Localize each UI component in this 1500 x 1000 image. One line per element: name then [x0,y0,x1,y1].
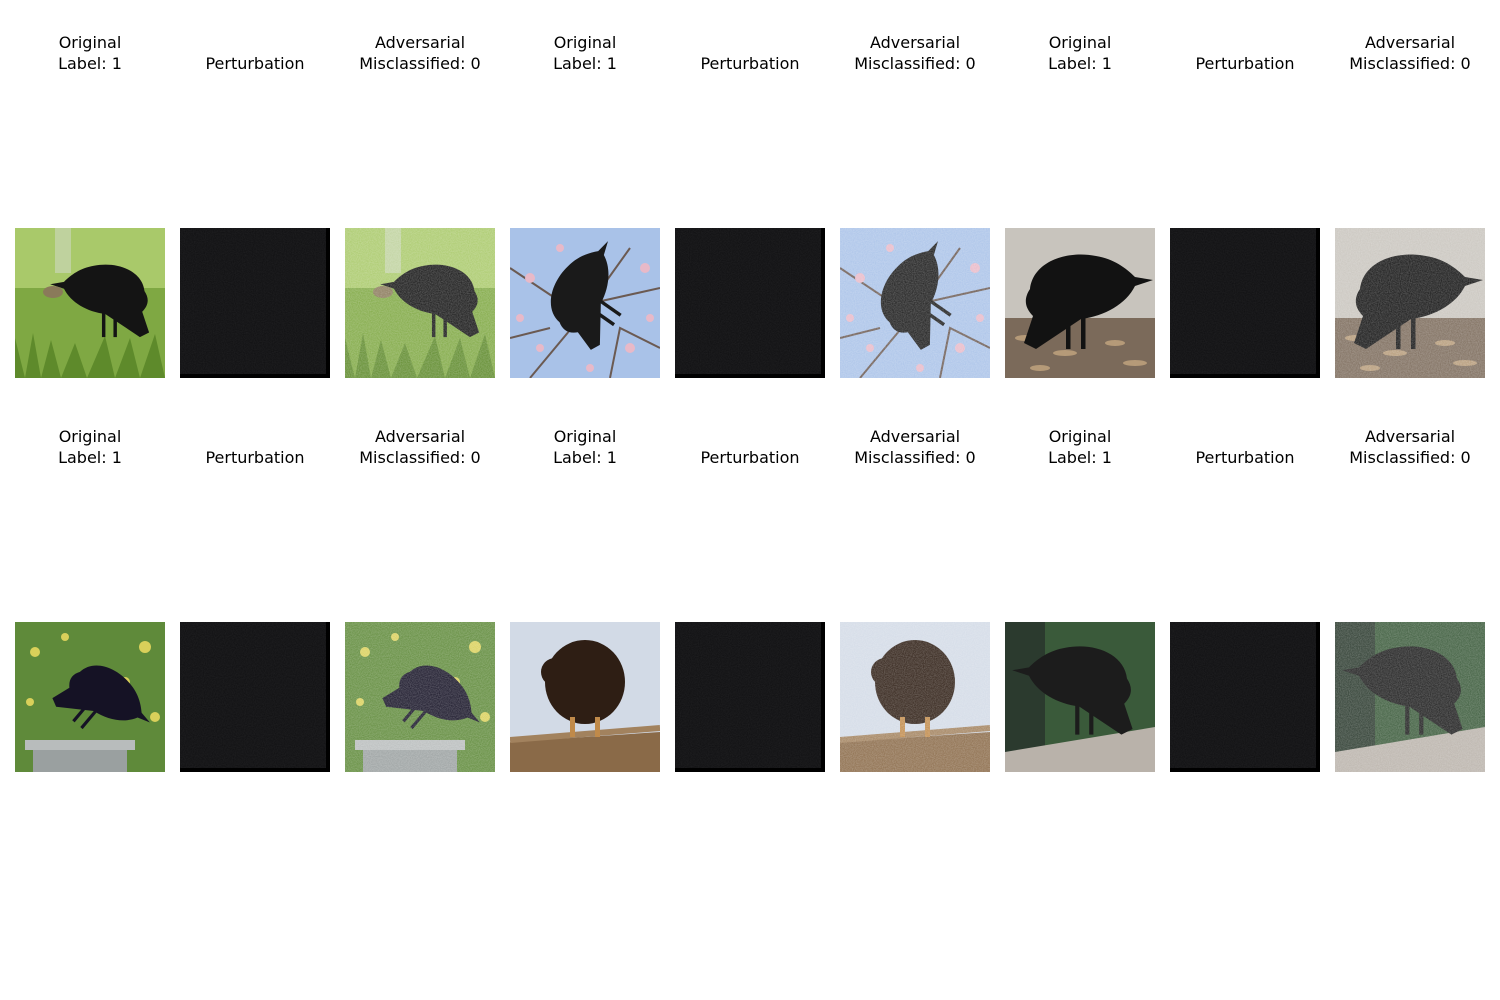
panel-title: Original Label: 1 [58,427,122,467]
adversarial-image [1335,228,1485,378]
perturbation-image [675,622,825,772]
perturbation-image [180,228,330,378]
perturbation-image [1170,622,1320,772]
panel-title: Original Label: 1 [58,33,122,73]
panel-title: Perturbation [205,448,305,467]
perturbation-image [675,228,825,378]
original-image [510,622,660,772]
panel-title: Original Label: 1 [553,427,617,467]
panel-title: Adversarial Misclassified: 0 [854,427,976,467]
adversarial-image [1335,622,1485,772]
panel-title: Perturbation [1195,448,1295,467]
panel-title: Perturbation [700,448,800,467]
original-image [15,622,165,772]
adversarial-image [840,622,990,772]
adversarial-image [345,228,495,378]
adversarial-image [840,228,990,378]
panel-title: Adversarial Misclassified: 0 [359,33,481,73]
panel-title: Perturbation [1195,54,1295,73]
panel-title: Original Label: 1 [1048,33,1112,73]
original-image [1005,622,1155,772]
panel-title: Original Label: 1 [553,33,617,73]
panel-title: Adversarial Misclassified: 0 [1349,33,1471,73]
panel-title: Perturbation [205,54,305,73]
original-image [510,228,660,378]
panel-title: Perturbation [700,54,800,73]
original-image [15,228,165,378]
perturbation-image [1170,228,1320,378]
panel-title: Original Label: 1 [1048,427,1112,467]
panel-title: Adversarial Misclassified: 0 [359,427,481,467]
panel-title: Adversarial Misclassified: 0 [854,33,976,73]
perturbation-image [180,622,330,772]
panel-title: Adversarial Misclassified: 0 [1349,427,1471,467]
original-image [1005,228,1155,378]
adversarial-image [345,622,495,772]
